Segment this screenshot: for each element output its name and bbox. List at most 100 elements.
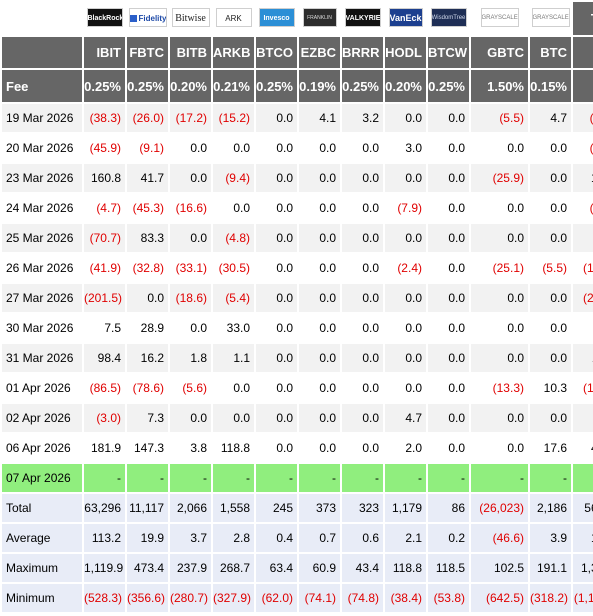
flow-value-cell: 0.0 [385, 344, 426, 372]
ticker-header-cell: HODL [385, 37, 426, 68]
flow-value-cell: 0.0 [471, 224, 528, 252]
flow-value-cell: 63,296 [84, 494, 125, 522]
flow-value-cell: 0.0 [299, 314, 340, 342]
flow-value-cell: - [530, 464, 571, 492]
ticker-header-cell: BRRR [342, 37, 383, 68]
flow-value-cell: 19.9 [127, 524, 168, 552]
flow-value-cell: 0.0 [299, 254, 340, 282]
flow-value-cell: 0.0 [428, 434, 469, 462]
date-cell: 19 Mar 2026 [2, 104, 82, 132]
flow-value-cell: (45.9) [84, 134, 125, 162]
flow-value-cell: - [213, 464, 254, 492]
flow-value-cell: 28.9 [127, 314, 168, 342]
flow-value-cell: 0.0 [385, 284, 426, 312]
flow-value-cell: 0.0 [342, 314, 383, 342]
ticker-header-cell: ARKB [213, 37, 254, 68]
flow-value-cell: (642.5) [471, 584, 528, 612]
flow-value-cell: 0.0 [342, 134, 383, 162]
row-total-cell: (74.5) [573, 194, 593, 222]
flow-value-cell: 0.0 [385, 164, 426, 192]
flow-value-cell: 0.0 [256, 404, 297, 432]
flow-value-cell: 0.0 [428, 314, 469, 342]
flow-value-cell: 0.0 [342, 254, 383, 282]
flow-value-cell: (5.4) [213, 284, 254, 312]
flow-value-cell: (4.7) [84, 194, 125, 222]
flow-value-cell: (5.6) [170, 374, 211, 402]
ticker-header-row: IBIT FBTC BITB ARKB BTCO EZBC BRRR HODL BTCW GBTC… [2, 37, 593, 68]
fee-cell: 0.21% [213, 70, 254, 102]
issuer-logo-row: BlackRock Fidelity Bitwise ARK Invesco FRANKL… [2, 2, 593, 35]
flow-value-cell: 0.0 [342, 374, 383, 402]
flow-value-cell: (4.8) [213, 224, 254, 252]
flow-value-cell: (7.9) [385, 194, 426, 222]
flow-value-cell: (78.6) [127, 374, 168, 402]
daily-flow-row: 06 Apr 2026 181.9 147.3 3.8 118.8 0.0 0.0 0.0 2.… [2, 434, 593, 462]
daily-flow-row: 24 Mar 2026 (4.7) (45.3) (16.6) 0.0 0.0 0.0 0.0… [2, 194, 593, 222]
flow-value-cell: 160.8 [84, 164, 125, 192]
flow-value-cell: 0.0 [428, 374, 469, 402]
flow-value-cell: - [84, 464, 125, 492]
flow-value-cell: 0.0 [256, 164, 297, 192]
row-total-cell: (90.2) [573, 104, 593, 132]
daily-flow-row: 25 Mar 2026 (70.7) 83.3 0.0 (4.8) 0.0 0.0 0.0 0.… [2, 224, 593, 252]
flow-value-cell: 113.2 [84, 524, 125, 552]
daily-flow-row: 27 Mar 2026 (201.5) 0.0 (18.6) (5.4) 0.0 0.0 0.… [2, 284, 593, 312]
flow-value-cell: 0.0 [342, 344, 383, 372]
flow-value-cell: 0.0 [213, 404, 254, 432]
flow-value-cell: 118.8 [213, 434, 254, 462]
ticker-header-cell: BTCO [256, 37, 297, 68]
flow-value-cell: (17.2) [170, 104, 211, 132]
fee-total-blank [573, 70, 593, 102]
flow-value-cell: 0.0 [385, 104, 426, 132]
daily-flow-row: 01 Apr 2026 (86.5) (78.6) (5.6) 0.0 0.0 0.0 0.0… [2, 374, 593, 402]
flow-value-cell: 0.0 [127, 284, 168, 312]
flow-value-cell: 3.9 [530, 524, 571, 552]
flow-value-cell: 0.4 [256, 524, 297, 552]
flow-value-cell: 373 [299, 494, 340, 522]
flow-value-cell: (86.5) [84, 374, 125, 402]
ticker-header-cell: GBTC [471, 37, 528, 68]
flow-value-cell: 43.4 [342, 554, 383, 582]
flow-value-cell: 0.0 [256, 134, 297, 162]
grayscale-logo: GRAYSCALE [531, 7, 570, 27]
flow-value-cell: 0.0 [299, 404, 340, 432]
flow-value-cell: 0.0 [471, 404, 528, 432]
flow-value-cell: 0.0 [299, 284, 340, 312]
flow-value-cell: 11,117 [127, 494, 168, 522]
grayscale-logo: GRAYSCALE [480, 7, 519, 27]
flow-value-cell: 41.7 [127, 164, 168, 192]
daily-flow-row: 20 Mar 2026 (45.9) (9.1) 0.0 0.0 0.0 0.0 0.0 3.0… [2, 134, 593, 162]
flow-value-cell: 2.1 [385, 524, 426, 552]
fee-cell: 0.20% [385, 70, 426, 102]
flow-value-cell: 102.5 [471, 554, 528, 582]
flow-value-cell: (26.0) [127, 104, 168, 132]
flow-value-cell: 0.0 [385, 224, 426, 252]
invesco-logo: Invesco [258, 7, 295, 27]
flow-value-cell: 0.0 [256, 104, 297, 132]
flow-value-cell: 0.0 [342, 224, 383, 252]
flow-value-cell: 147.3 [127, 434, 168, 462]
flow-value-cell: (201.5) [84, 284, 125, 312]
flow-value-cell: 63.4 [256, 554, 297, 582]
fee-cell: 0.25% [127, 70, 168, 102]
flow-value-cell: 237.9 [170, 554, 211, 582]
flow-value-cell: 0.0 [342, 164, 383, 192]
flow-value-cell: 0.0 [299, 134, 340, 162]
flow-value-cell: 60.9 [299, 554, 340, 582]
flow-value-cell: (2.4) [385, 254, 426, 282]
flow-value-cell: 0.0 [530, 194, 571, 222]
summary-row-average: Average 113.2 19.9 3.7 2.8 0.4 0.7 0.6 2.1 0.2 (46… [2, 524, 593, 552]
flow-value-cell: 0.0 [170, 314, 211, 342]
ticker-header-cell: FBTC [127, 37, 168, 68]
flow-value-cell: 0.0 [299, 224, 340, 252]
issuer-logo-cell: VALKYRIE [342, 2, 383, 35]
row-total-cell: 471.4 [573, 434, 593, 462]
flow-value-cell: 0.0 [428, 194, 469, 222]
flow-value-cell: 0.0 [170, 224, 211, 252]
summary-row-maximum: Maximum 1,119.9 473.4 237.9 268.7 63.4 60.9 43.… [2, 554, 593, 582]
flow-value-cell: 0.0 [471, 284, 528, 312]
fee-row: Fee 0.25% 0.25% 0.20% 0.21% 0.25% 0.19% 0.25% 0.… [2, 70, 593, 102]
flow-value-cell: 7.3 [127, 404, 168, 432]
flow-value-cell: - [342, 464, 383, 492]
